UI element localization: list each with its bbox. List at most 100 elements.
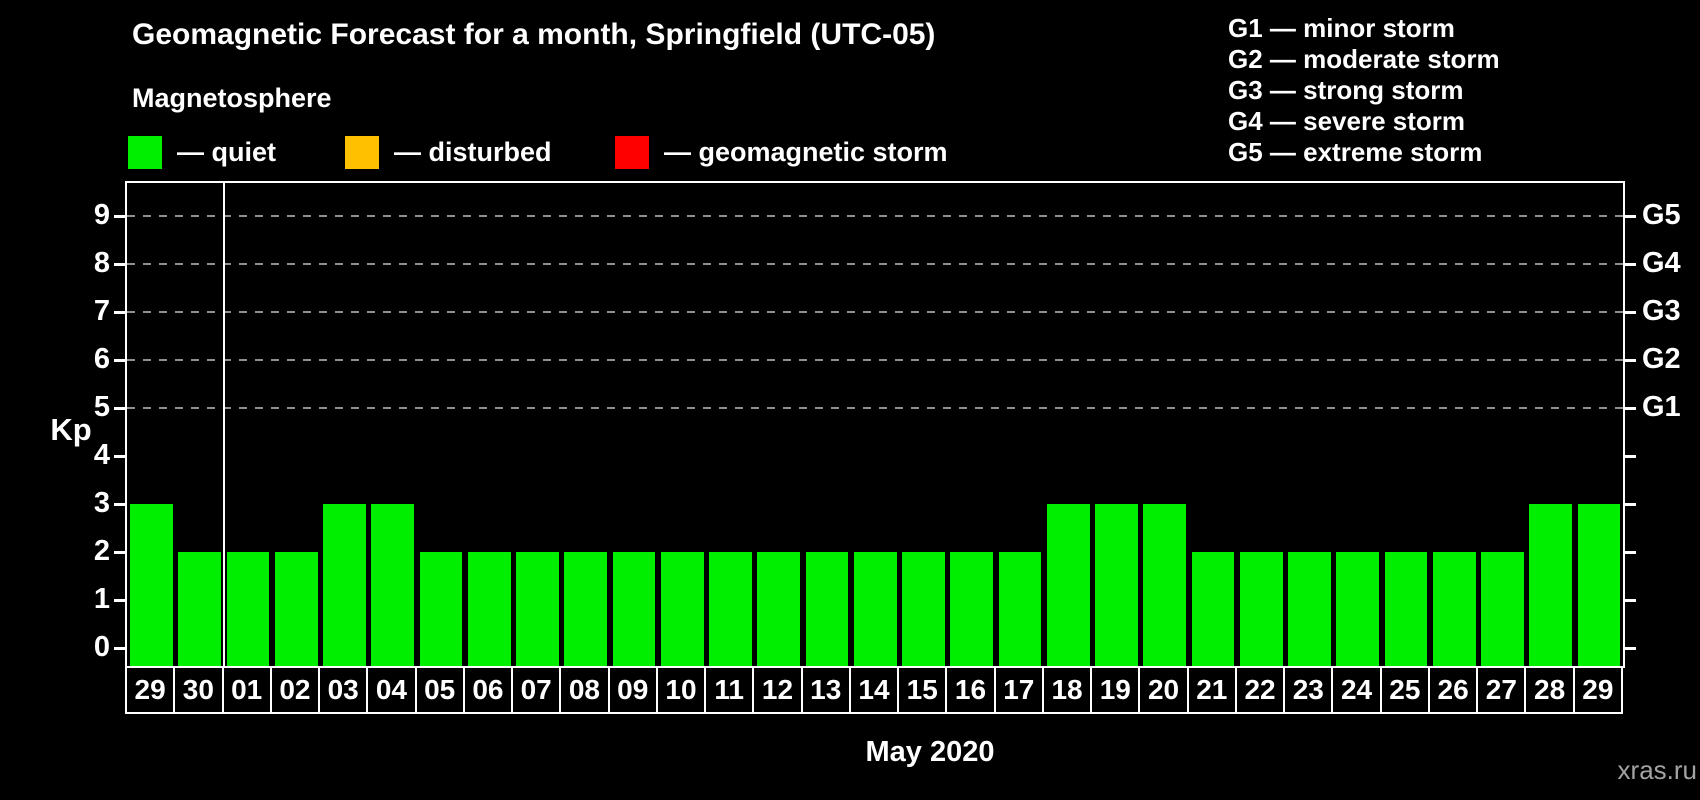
gridline-kp9 (127, 215, 1623, 217)
chart-title: Geomagnetic Forecast for a month, Spring… (132, 18, 936, 51)
g-level-label-g5: G5 (1642, 199, 1681, 231)
y-tick-right (1623, 455, 1636, 458)
y-tick-left (114, 503, 127, 506)
kp-bar-day-06 (467, 552, 511, 668)
kp-bar-day-30 (178, 552, 221, 668)
y-tick-left (114, 599, 127, 602)
y-tick-label: 6 (93, 343, 110, 375)
day-label-cell: 27 (1476, 666, 1527, 714)
day-label-cell: 03 (318, 666, 369, 714)
kp-bar-day-20 (1143, 504, 1187, 668)
kp-bar-day-22 (1239, 552, 1283, 668)
y-tick-label: 4 (93, 439, 110, 471)
y-tick-left (114, 215, 127, 218)
month-label: May 2020 (865, 736, 995, 768)
kp-bar-day-05 (419, 552, 463, 668)
y-tick-right (1623, 215, 1636, 218)
kp-bar-day-16 (950, 552, 994, 668)
y-tick-right (1623, 407, 1636, 410)
day-label-cell: 19 (1090, 666, 1141, 714)
y-tick-label: 1 (93, 583, 110, 615)
y-tick-right (1623, 263, 1636, 266)
kp-bar-day-15 (902, 552, 945, 668)
day-label-cell: 20 (1138, 666, 1189, 714)
g-legend-line-1: G1 — minor storm (1228, 13, 1455, 43)
kp-bar-day-24 (1336, 552, 1380, 668)
day-label-cell: 10 (655, 666, 707, 714)
kp-bar-day-26 (1432, 552, 1476, 668)
day-label-cell: 25 (1379, 666, 1430, 714)
y-tick-right (1623, 359, 1636, 362)
y-tick-left (114, 407, 127, 410)
disturbed-swatch-icon (345, 135, 379, 169)
day-label-cell: 12 (752, 666, 803, 714)
day-label-cell: 22 (1234, 666, 1286, 714)
kp-bar-day-29 (1577, 504, 1621, 668)
y-tick-label: 8 (93, 247, 110, 279)
plot-border (125, 181, 1625, 668)
day-label-cell: 30 (173, 666, 224, 714)
kp-bar-day-08 (564, 552, 608, 668)
kp-bar-day-21 (1191, 552, 1235, 668)
day-label-cell: 08 (559, 666, 610, 714)
day-label-cell: 02 (269, 666, 321, 714)
quiet-swatch-icon (128, 135, 162, 169)
day-label-cell: 04 (366, 666, 417, 714)
day-label-cell: 07 (511, 666, 562, 714)
y-tick-label: 3 (93, 487, 110, 519)
legend-item-disturbed: — disturbed (345, 135, 552, 169)
gridline-kp7 (127, 311, 1623, 313)
day-label-cell: 23 (1283, 666, 1334, 714)
kp-bar-day-18 (1046, 504, 1090, 668)
kp-bar-day-19 (1095, 504, 1138, 668)
gridline-kp5 (127, 407, 1623, 409)
kp-bar-day-17 (998, 552, 1042, 668)
day-label-cell: 05 (414, 666, 465, 714)
kp-bar-day-27 (1481, 552, 1524, 668)
kp-axis-label: Kp (50, 412, 92, 447)
kp-bar-day-23 (1288, 552, 1331, 668)
y-tick-left (114, 311, 127, 314)
day-label-cell: 24 (1331, 666, 1382, 714)
day-label-cell: 17 (993, 666, 1044, 714)
g-level-label-g4: G4 (1642, 247, 1681, 279)
y-tick-right (1623, 551, 1636, 554)
day-label-cell: 29 (125, 666, 176, 714)
magnetosphere-label: Magnetosphere (132, 83, 332, 113)
y-tick-right (1623, 503, 1636, 506)
gridline-kp6 (127, 359, 1623, 361)
day-label-cell: 15 (897, 666, 948, 714)
month-separator-line (222, 183, 225, 668)
g-legend-line-3: G3 — strong storm (1228, 75, 1464, 105)
g-legend-line-4: G4 — severe storm (1228, 106, 1466, 136)
legend-label-geomagnetic-storm: — geomagnetic storm (664, 136, 948, 167)
y-tick-right (1623, 647, 1636, 650)
day-label-cell: 14 (848, 666, 900, 714)
gridline-kp8 (127, 263, 1623, 265)
kp-bar-day-28 (1529, 504, 1573, 668)
kp-bar-day-10 (660, 552, 704, 668)
day-label-cell: 21 (1186, 666, 1237, 714)
y-tick-left (114, 551, 127, 554)
y-tick-label: 9 (93, 199, 110, 231)
kp-bar-day-02 (274, 552, 318, 668)
day-label-cell: 13 (800, 666, 851, 714)
y-tick-label: 5 (93, 391, 110, 423)
y-tick-label: 2 (93, 535, 110, 567)
kp-bar-day-11 (709, 552, 752, 668)
legend-label-disturbed: — disturbed (394, 136, 552, 167)
day-label-cell: 18 (1041, 666, 1093, 714)
day-label-cell: 28 (1524, 666, 1575, 714)
kp-bar-day-13 (805, 552, 849, 668)
day-label-cell: 09 (607, 666, 658, 714)
kp-bar-day-01 (226, 552, 270, 668)
y-tick-label: 7 (93, 295, 110, 327)
kp-bar-day-29 (130, 504, 173, 668)
y-tick-left (114, 359, 127, 362)
watermark: xras.ru (1617, 755, 1697, 785)
legend-item-geomagnetic-storm: — geomagnetic storm (615, 135, 948, 169)
g-legend-line-2: G2 — moderate storm (1228, 44, 1500, 74)
g-legend-line-5: G5 — extreme storm (1228, 137, 1483, 167)
g-level-label-g1: G1 (1642, 391, 1681, 423)
